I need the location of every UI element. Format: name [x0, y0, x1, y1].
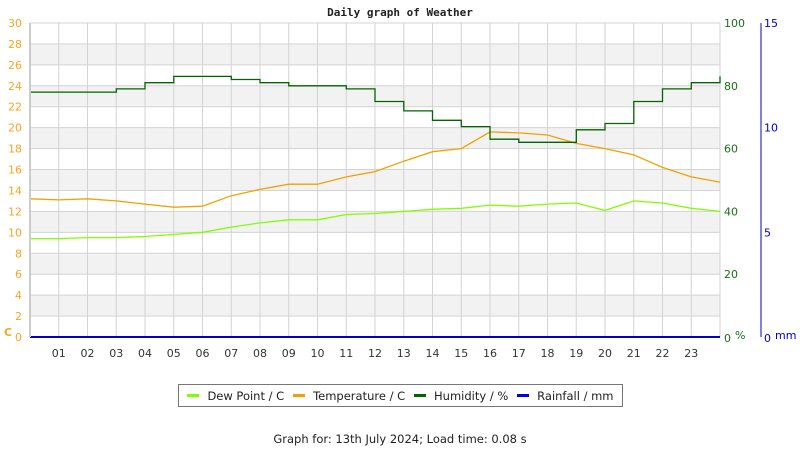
- svg-text:80: 80: [724, 80, 738, 93]
- svg-text:05: 05: [167, 347, 181, 360]
- svg-text:0: 0: [724, 332, 731, 345]
- svg-text:24: 24: [8, 80, 22, 93]
- svg-text:30: 30: [8, 17, 22, 30]
- svg-text:15: 15: [764, 17, 778, 30]
- svg-text:03: 03: [109, 347, 123, 360]
- legend-label: Dew Point / C: [207, 388, 285, 403]
- humidity-unit-label: %: [735, 329, 745, 342]
- graph-footer: Graph for: 13th July 2024; Load time: 0.…: [273, 432, 527, 446]
- legend-item-rainfall: Rainfall / mm: [517, 388, 614, 403]
- svg-text:10: 10: [311, 347, 325, 360]
- dew-point-swatch: [187, 394, 200, 397]
- svg-text:40: 40: [724, 205, 738, 218]
- svg-text:8: 8: [15, 247, 22, 260]
- legend-item-temperature: Temperature / C: [293, 389, 405, 403]
- temperature-unit-label: C: [4, 326, 12, 339]
- svg-text:18: 18: [8, 143, 22, 156]
- svg-text:60: 60: [724, 143, 738, 156]
- svg-text:20: 20: [598, 347, 612, 360]
- humidity-swatch: [414, 394, 427, 397]
- svg-text:2: 2: [15, 310, 22, 323]
- svg-text:12: 12: [8, 205, 22, 218]
- svg-text:4: 4: [15, 289, 22, 302]
- svg-text:16: 16: [483, 347, 497, 360]
- svg-text:17: 17: [512, 347, 526, 360]
- rainfall-axis-ticks: 0 5 10 15: [764, 17, 778, 345]
- svg-text:18: 18: [541, 347, 555, 360]
- svg-text:16: 16: [8, 164, 22, 177]
- legend-label: Humidity / %: [434, 388, 509, 403]
- temperature-swatch: [293, 394, 306, 397]
- svg-text:09: 09: [282, 347, 296, 360]
- svg-text:14: 14: [426, 347, 440, 360]
- svg-text:5: 5: [764, 226, 771, 239]
- legend-label: Rainfall / mm: [537, 388, 614, 403]
- svg-text:0: 0: [764, 332, 771, 345]
- svg-text:20: 20: [8, 122, 22, 135]
- humidity-axis-ticks: 0 20 40 60 80 100: [724, 17, 745, 345]
- svg-text:6: 6: [15, 268, 22, 281]
- vertical-grid: [58, 23, 721, 337]
- chart-title: Daily graph of Weather: [327, 6, 473, 19]
- svg-text:0: 0: [15, 331, 22, 344]
- legend-item-humidity: Humidity / %: [414, 389, 508, 403]
- svg-text:19: 19: [569, 347, 583, 360]
- svg-text:11: 11: [339, 347, 353, 360]
- svg-text:08: 08: [253, 347, 267, 360]
- svg-text:10: 10: [764, 122, 778, 135]
- chart-legend: Dew Point / C Temperature / C Humidity /…: [178, 384, 623, 407]
- svg-text:14: 14: [8, 184, 22, 197]
- svg-text:15: 15: [454, 347, 468, 360]
- svg-text:100: 100: [724, 17, 745, 30]
- hour-axis-ticks: 01 02 03 04 05 06 07 08 09 10 11 12 13 14 15 16 17 18 19 20…: [52, 347, 699, 360]
- svg-text:22: 22: [8, 101, 22, 114]
- svg-text:21: 21: [627, 347, 641, 360]
- svg-text:06: 06: [196, 347, 210, 360]
- series-humidity-line: [30, 75, 721, 143]
- svg-text:02: 02: [81, 347, 95, 360]
- legend-item-dew-point: Dew Point / C: [187, 389, 284, 403]
- legend-label: Temperature / C: [313, 388, 406, 403]
- data-series: [29, 75, 721, 338]
- rainfall-unit-label: mm: [775, 329, 796, 342]
- svg-text:13: 13: [397, 347, 411, 360]
- svg-text:28: 28: [8, 38, 22, 51]
- svg-text:12: 12: [368, 347, 382, 360]
- svg-text:10: 10: [8, 226, 22, 239]
- svg-text:22: 22: [656, 347, 670, 360]
- svg-text:20: 20: [724, 268, 738, 281]
- svg-text:01: 01: [52, 347, 66, 360]
- series-temperature-line: [29, 131, 721, 208]
- svg-text:04: 04: [138, 347, 152, 360]
- svg-text:07: 07: [224, 347, 238, 360]
- svg-text:26: 26: [8, 59, 22, 72]
- series-dew-point-line: [30, 200, 721, 240]
- rainfall-swatch: [517, 394, 530, 397]
- svg-text:23: 23: [684, 347, 698, 360]
